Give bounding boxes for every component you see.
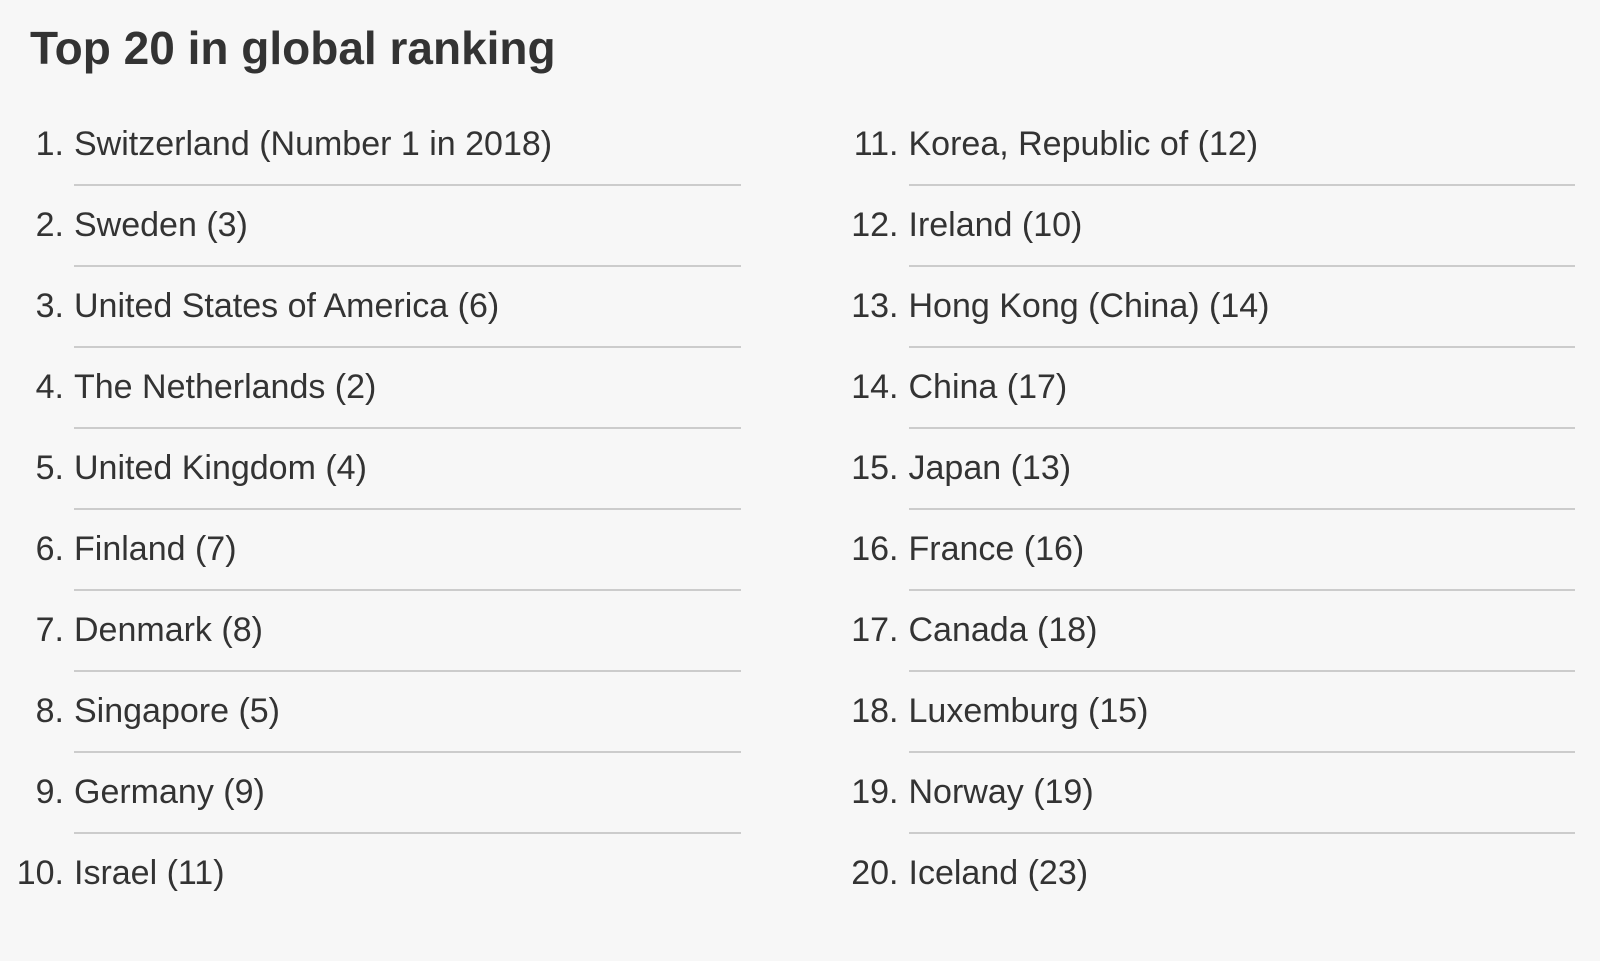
ranking-item-number: 14. <box>851 368 899 406</box>
ranking-item-number: 5. <box>35 449 64 487</box>
ranking-item-label: Norway (19) <box>908 773 1094 811</box>
ranking-item-number: 12. <box>851 206 899 244</box>
ranking-item-number: 15. <box>851 449 899 487</box>
ranking-item-label: United States of America (6) <box>74 287 500 325</box>
ranking-item-label: Ireland (10) <box>908 206 1083 244</box>
ranking-item-label: Finland (7) <box>74 530 237 568</box>
ranking-item-number: 7. <box>35 611 64 649</box>
ranking-item-number: 11. <box>853 125 899 163</box>
ranking-item: 7. Denmark (8) <box>36 591 741 672</box>
ranking-item-number: 3. <box>35 287 64 325</box>
ranking-item-number: 8. <box>35 692 64 730</box>
ranking-item-label: Singapore (5) <box>74 692 281 730</box>
ranking-item-label: Germany (9) <box>74 773 265 811</box>
ranking-item: 17. Canada (18) <box>851 591 1575 672</box>
ranking-item-label: Israel (11) <box>74 854 225 892</box>
ranking-item-label: Japan (13) <box>908 449 1072 487</box>
ranking-item: 8. Singapore (5) <box>36 672 741 753</box>
ranking-list-right: 11. Korea, Republic of (12) 12. Ireland … <box>851 105 1576 913</box>
ranking-item-label: The Netherlands (2) <box>74 368 377 406</box>
ranking-item-label: China (17) <box>908 368 1068 406</box>
ranking-item: 15. Japan (13) <box>851 429 1575 510</box>
ranking-item-label: France (16) <box>908 530 1085 568</box>
ranking-item: 9. Germany (9) <box>36 753 741 834</box>
ranking-item: 20. Iceland (23) <box>851 834 1576 913</box>
page-title: Top 20 in global ranking <box>30 22 556 74</box>
ranking-item: 11. Korea, Republic of (12) <box>854 105 1575 186</box>
ranking-item: 3. United States of America (6) <box>36 267 741 348</box>
ranking-item-number: 18. <box>851 692 899 730</box>
ranking-item: 19. Norway (19) <box>851 753 1575 834</box>
ranking-item: 5. United Kingdom (4) <box>36 429 741 510</box>
ranking-item-label: Sweden (3) <box>74 206 248 244</box>
ranking-item: 18. Luxemburg (15) <box>851 672 1575 753</box>
ranking-item: 2. Sweden (3) <box>36 186 741 267</box>
ranking-item-number: 4. <box>35 368 64 406</box>
ranking-item-label: United Kingdom (4) <box>74 449 367 487</box>
ranking-item-number: 13. <box>851 287 899 325</box>
ranking-item: 4. The Netherlands (2) <box>36 348 741 429</box>
ranking-item-number: 20. <box>851 854 899 892</box>
ranking-item-number: 1. <box>35 125 64 163</box>
ranking-item-label: Korea, Republic of (12) <box>908 125 1259 163</box>
ranking-item-number: 9. <box>35 773 64 811</box>
ranking-item: 6. Finland (7) <box>36 510 741 591</box>
ranking-columns: 1. Switzerland (Number 1 in 2018) 2. Swe… <box>17 105 1576 913</box>
ranking-item-label: Luxemburg (15) <box>908 692 1149 730</box>
ranking-item: 13. Hong Kong (China) (14) <box>851 267 1575 348</box>
ranking-item: 14. China (17) <box>851 348 1575 429</box>
ranking-item-label: Iceland (23) <box>908 854 1089 892</box>
ranking-item: 12. Ireland (10) <box>851 186 1575 267</box>
ranking-item: 16. France (16) <box>851 510 1575 591</box>
ranking-item-label: Canada (18) <box>908 611 1098 649</box>
ranking-item-label: Denmark (8) <box>74 611 263 649</box>
ranking-item: 10. Israel (11) <box>17 834 741 913</box>
ranking-item: 1. Switzerland (Number 1 in 2018) <box>36 105 741 186</box>
ranking-item-number: 10. <box>16 854 64 892</box>
ranking-item-label: Switzerland (Number 1 in 2018) <box>74 125 553 163</box>
ranking-item-number: 17. <box>851 611 899 649</box>
ranking-item-number: 16. <box>851 530 899 568</box>
ranking-item-number: 19. <box>851 773 899 811</box>
ranking-item-number: 2. <box>35 206 64 244</box>
ranking-list-left: 1. Switzerland (Number 1 in 2018) 2. Swe… <box>17 105 741 913</box>
ranking-item-number: 6. <box>35 530 64 568</box>
ranking-item-label: Hong Kong (China) (14) <box>908 287 1270 325</box>
